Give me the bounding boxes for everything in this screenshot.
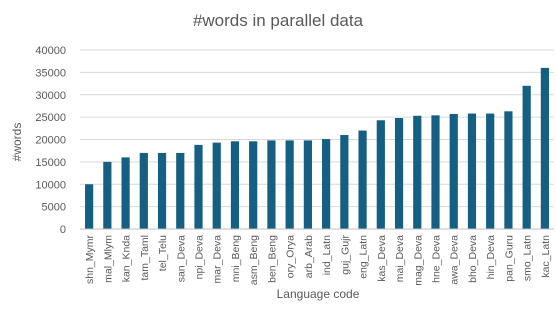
x-tick-label: tel_Telu <box>157 235 169 271</box>
bar-ory_Orya <box>285 140 294 229</box>
bar-arb_Arab <box>303 140 312 229</box>
x-tick-label: ory_Orya <box>285 235 297 278</box>
x-tick-label: shn_Mymr <box>84 235 96 285</box>
bar-asm_Beng <box>249 141 258 229</box>
x-tick-label: bho_Deva <box>467 235 479 283</box>
bar-kas_Deva <box>376 120 385 229</box>
y-tick-label: 25000 <box>35 112 66 124</box>
bar-eng_Latn <box>358 130 367 229</box>
x-tick-label: awa_Deva <box>449 235 461 285</box>
bar-awa_Deva <box>449 113 458 229</box>
x-tick-label: ind_Latn <box>321 235 333 275</box>
bar-mal_Mlym <box>103 161 112 229</box>
x-tick-label: mni_Beng <box>230 235 242 282</box>
x-tick-label: arb_Arab <box>303 235 315 278</box>
bar-mar_Deva <box>212 142 221 229</box>
x-tick-label: ben_Beng <box>266 235 278 283</box>
x-axis-title: Language code <box>277 287 360 301</box>
x-tick-label: san_Deva <box>175 235 187 282</box>
x-tick-label: tam_Taml <box>139 235 151 281</box>
x-tick-label: mag_Deva <box>412 235 424 286</box>
bar-shn_Mymr <box>85 184 94 229</box>
bar-ind_Latn <box>322 139 331 229</box>
bar-smo_Latn <box>522 85 531 229</box>
y-tick-label: 30000 <box>35 90 66 102</box>
x-tick-label: hin_Deva <box>485 235 497 280</box>
y-tick-label: 0 <box>60 224 66 236</box>
bars <box>85 67 549 230</box>
y-tick-label: 35000 <box>35 67 66 79</box>
bar-bho_Deva <box>467 113 477 229</box>
bar-guj_Gujr <box>340 135 349 229</box>
bar-hne_Deva <box>431 115 440 229</box>
y-tick-label: 5000 <box>42 202 66 214</box>
x-tick-label: mar_Deva <box>212 235 224 284</box>
bar-pan_Guru <box>504 111 513 229</box>
chart-title: #words in parallel data <box>193 11 364 30</box>
bar-mag_Deva <box>413 115 422 229</box>
x-tick-label: guj_Gujr <box>339 235 351 275</box>
bar-mni_Beng <box>230 141 240 229</box>
y-tick-label: 15000 <box>35 157 66 169</box>
bar-kan_Knda <box>121 157 130 229</box>
bar-kac_Latn <box>540 67 549 230</box>
x-tick-label: asm_Beng <box>248 235 260 285</box>
bar-tam_Taml <box>139 152 148 229</box>
gridlines <box>80 49 554 208</box>
x-tick-label: kan_Knda <box>121 235 133 282</box>
y-axis-title: #words <box>10 123 24 162</box>
x-tick-label: kac_Latn <box>540 235 552 278</box>
y-tick-label: 40000 <box>35 45 66 57</box>
x-tick-label: pan_Guru <box>503 235 515 282</box>
y-tick-label: 10000 <box>35 179 66 191</box>
bar-npi_Deva <box>194 144 203 229</box>
x-tick-label: hne_Deva <box>431 235 443 283</box>
bar-hin_Deva <box>486 113 495 229</box>
x-tick-label: smo_Latn <box>522 235 534 281</box>
x-tick-label: eng_Latn <box>358 235 370 279</box>
x-tick-label: mai_Deva <box>394 235 406 282</box>
bar-mai_Deva <box>394 118 404 229</box>
x-tick-label: mal_Mlym <box>102 235 114 283</box>
bar-tel_Telu <box>157 152 167 229</box>
bar-ben_Beng <box>267 140 276 229</box>
bar-san_Deva <box>176 152 185 229</box>
y-tick-label: 20000 <box>35 135 66 147</box>
y-axis-ticks: 0 5000 10000 15000 20000 25000 30000 35000 40000 <box>35 45 66 236</box>
x-axis-ticks: shn_Mymr mal_Mlym kan_Knda tam_Taml tel_Telu… <box>84 235 552 286</box>
x-tick-label: kas_Deva <box>376 235 388 282</box>
x-tick-label: npi_Deva <box>194 235 206 280</box>
